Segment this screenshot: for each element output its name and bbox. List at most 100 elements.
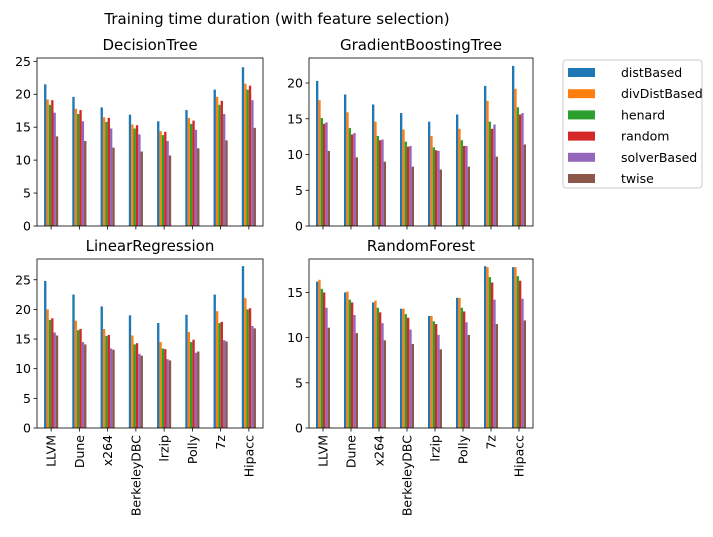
bar-distbased-llvm <box>316 281 319 428</box>
y-tick-label: 0 <box>23 219 31 234</box>
legend-swatch <box>568 68 595 77</box>
bar-solverbased-lrzip <box>437 150 440 226</box>
y-tick-label: 15 <box>15 120 31 135</box>
bar-distbased-lrzip <box>428 315 431 428</box>
bar-solverbased-dune <box>81 342 85 428</box>
bar-solverbased-7z <box>493 124 496 226</box>
bar-twise-x264 <box>112 147 115 226</box>
bar-divdistbased-llvm <box>318 279 321 428</box>
y-tick-label: 10 <box>15 153 31 168</box>
y-tick-label: 15 <box>15 332 31 347</box>
bar-distbased-berkeleydbc <box>400 308 403 428</box>
bar-twise-dune <box>84 344 87 428</box>
bar-twise-x264 <box>112 349 115 428</box>
bar-solverbased-berkeleydbc <box>409 329 412 428</box>
bar-divdistbased-polly <box>187 117 191 226</box>
legend-swatch <box>568 89 595 99</box>
bar-random-polly <box>463 145 466 226</box>
x-tick-label-llvm: LLVM <box>44 435 59 467</box>
bar-random-7z <box>491 282 494 428</box>
bar-distbased-polly <box>456 114 459 226</box>
bar-henard-7z <box>488 121 491 226</box>
bar-henard-llvm <box>48 104 52 226</box>
legend-label: henard <box>621 107 665 122</box>
bar-distbased-lrzip <box>157 121 160 226</box>
y-tick-label: 20 <box>287 76 303 91</box>
y-tick-label: 25 <box>15 54 31 69</box>
bar-random-llvm <box>323 123 326 226</box>
bar-divdistbased-7z <box>215 96 219 227</box>
bar-divdistbased-x264 <box>102 328 106 428</box>
bar-henard-dune <box>77 330 80 428</box>
legend-swatch <box>568 110 595 120</box>
bar-twise-llvm <box>327 150 330 226</box>
bar-distbased-berkeleydbc <box>128 114 132 226</box>
bar-divdistbased-hipacc <box>244 83 247 226</box>
bar-twise-lrzip <box>439 349 442 428</box>
bar-twise-hipacc <box>253 328 256 428</box>
bar-divdistbased-7z <box>215 311 219 428</box>
legend-label: random <box>621 129 669 144</box>
bar-distbased-dune <box>72 96 75 227</box>
subplot-linearregression: LinearRegression 0 5 10 15 20 25 LLVM Dune x264 Be… <box>15 237 264 516</box>
bar-henard-lrzip <box>161 348 165 428</box>
legend-label: twise <box>621 171 654 186</box>
x-tick-label-berkeleydbc: BerkeleyDBC <box>128 435 143 516</box>
bar-henard-llvm <box>320 288 323 428</box>
y-tick-label: 0 <box>295 421 303 436</box>
bar-divdistbased-llvm <box>318 100 321 226</box>
bar-twise-dune <box>355 333 358 428</box>
legend-entry-random: random <box>568 129 669 144</box>
bar-distbased-polly <box>185 314 188 428</box>
bar-solverbased-dune <box>81 121 85 226</box>
subplot-title: DecisionTree <box>102 36 197 54</box>
bar-twise-x264 <box>383 161 386 226</box>
bar-divdistbased-dune <box>74 108 78 226</box>
bar-solverbased-llvm <box>53 332 56 428</box>
bar-distbased-berkeleydbc <box>400 113 403 226</box>
legend-label: distBased <box>621 65 682 80</box>
bar-solverbased-dune <box>353 315 356 428</box>
x-tick-label-dune: Dune <box>72 435 87 468</box>
bar-divdistbased-hipacc <box>514 88 517 227</box>
bar-twise-lrzip <box>439 169 442 226</box>
bar-solverbased-polly <box>465 145 468 226</box>
bar-solverbased-berkeleydbc <box>138 353 141 428</box>
bar-random-berkeleydbc <box>407 146 410 226</box>
bar-twise-polly <box>197 351 200 428</box>
x-tick-label-hipacc: Hipacc <box>241 435 256 477</box>
x-tick-label-berkeleydbc: BerkeleyDBC <box>400 435 415 516</box>
axes-frame <box>36 57 264 227</box>
bar-random-lrzip <box>435 150 438 226</box>
bar-random-x264 <box>107 117 110 226</box>
bar-twise-lrzip <box>168 155 172 226</box>
bar-random-llvm <box>51 100 54 226</box>
bar-henard-dune <box>348 128 351 226</box>
bars <box>316 65 526 227</box>
legend-entry-twise: twise <box>568 171 654 186</box>
bar-henard-berkeleydbc <box>404 141 407 226</box>
bar-twise-llvm <box>55 335 59 428</box>
bar-divdistbased-x264 <box>102 117 106 226</box>
bar-random-berkeleydbc <box>407 317 410 428</box>
bar-twise-polly <box>467 334 470 428</box>
legend-swatch <box>568 152 595 162</box>
legend-frame <box>562 59 703 189</box>
bar-divdistbased-lrzip <box>430 315 433 428</box>
bar-solverbased-x264 <box>381 139 384 226</box>
bar-random-lrzip <box>164 349 167 428</box>
bar-distbased-hipacc <box>512 65 515 226</box>
legend-entry-henard: henard <box>568 107 665 122</box>
bar-solverbased-polly <box>465 322 468 428</box>
bar-random-7z <box>220 321 223 428</box>
bar-divdistbased-polly <box>458 128 461 226</box>
y-tick-label: 5 <box>23 391 31 406</box>
bar-random-hipacc <box>519 114 522 226</box>
bar-distbased-7z <box>484 266 487 428</box>
bar-twise-7z <box>495 324 498 428</box>
bar-random-x264 <box>379 140 382 226</box>
bar-divdistbased-llvm <box>46 309 49 428</box>
bar-divdistbased-polly <box>187 331 191 428</box>
bar-distbased-x264 <box>100 107 103 226</box>
subplot-decisiontree: DecisionTree 0 5 10 15 20 25 <box>15 36 264 234</box>
